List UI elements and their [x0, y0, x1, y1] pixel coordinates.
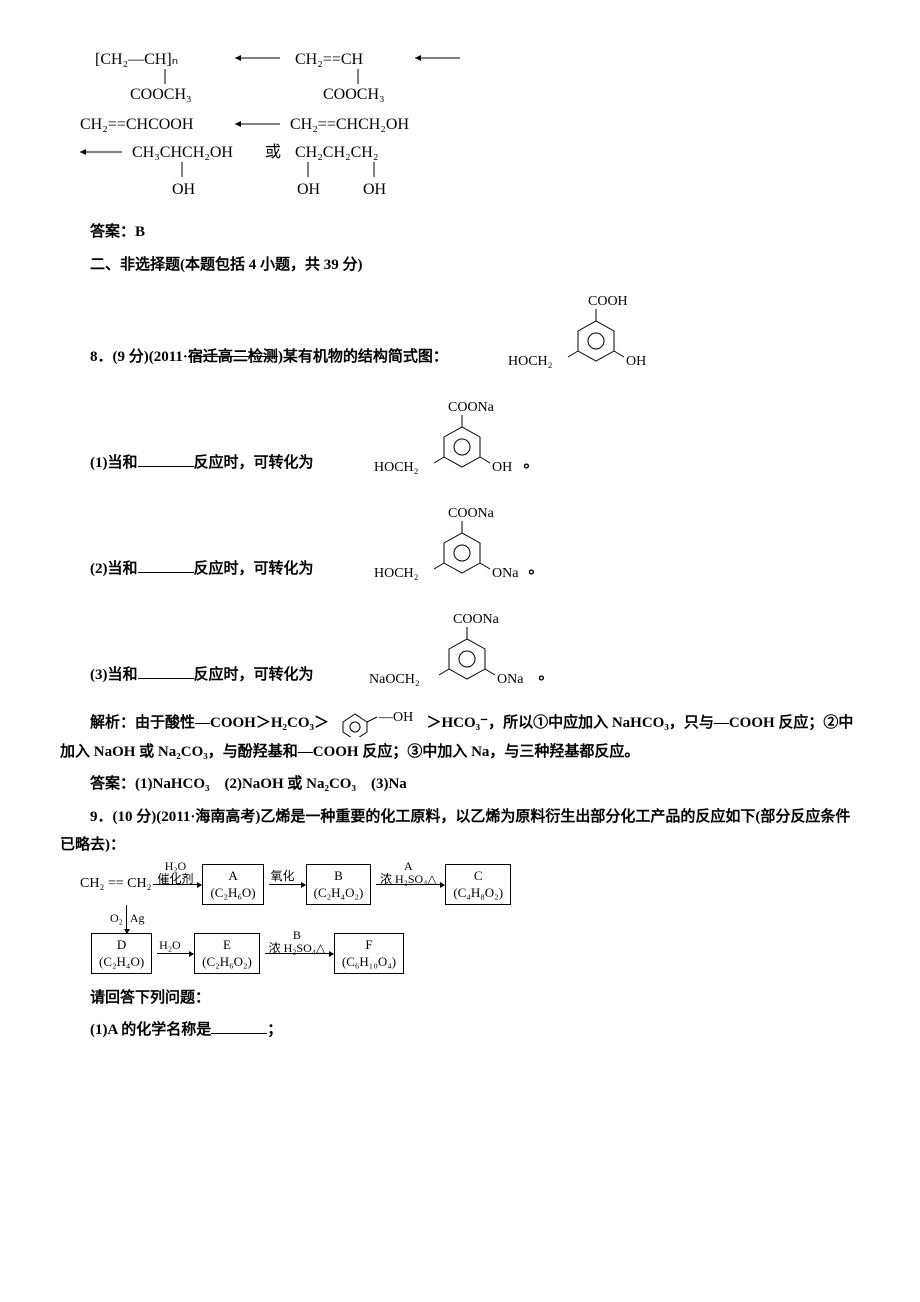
q9-please: 请回答下列问题： — [60, 984, 860, 1013]
answer-7: 答案：B — [60, 218, 860, 247]
svg-text:COOCH₃: COOCH₃ — [130, 86, 192, 103]
q8-compound-0: COOH HOCH₂ OH — [448, 283, 658, 383]
svg-text:HOCH₂: HOCH₂ — [374, 566, 419, 581]
svg-text:—OH: —OH — [378, 710, 413, 725]
svg-text:OH: OH — [297, 181, 321, 198]
svg-text:COOCH₃: COOCH₃ — [323, 86, 385, 103]
q8-compound-3: COONa NaOCH₂ ONa — [314, 601, 539, 701]
q8-part1: (1)当和反应时，可转化为 COONa HOCH₂ OH 。 — [60, 389, 860, 489]
q9-stem: 9．(10 分)(2011·海南高考)乙烯是一种重要的化工原料，以乙烯为原料衍生… — [60, 803, 860, 860]
q9-flowchart: CH₂ == CH₂ H₂O催化剂 A(C₂H₆O) 氧化 B(C₂H₄O₂) … — [60, 864, 860, 974]
q8-prefix: 8．(9 分)(2011· — [90, 349, 188, 365]
q8-compound-1: COONa HOCH₂ OH — [314, 389, 524, 489]
svg-text:COONa: COONa — [448, 400, 495, 415]
phenol-ring-icon: —OH — [333, 707, 423, 737]
q8-blank-2[interactable] — [138, 557, 194, 573]
q8-stem: 8．(9 分)(2011·宿迁高二检测)某有机物的结构简式图： COOH HOC… — [60, 283, 860, 383]
retro-diagram: [CH₂—CH]ₙ COOCH₃ CH₂==CH COOCH₃ CH₂==CHC… — [60, 44, 860, 214]
svg-text:ONa: ONa — [497, 672, 524, 687]
q8-part2: (2)当和反应时，可转化为 COONa HOCH₂ ONa 。 — [60, 495, 860, 595]
svg-text:HOCH₂: HOCH₂ — [374, 460, 419, 475]
section-2-title: 二、非选择题(本题包括 4 小题，共 39 分) — [60, 251, 860, 280]
svg-text:CH₂==CH: CH₂==CH — [295, 51, 364, 68]
svg-text:OH: OH — [492, 460, 512, 475]
q9-part1: (1)A 的化学名称是； — [60, 1016, 860, 1045]
q8-blank-3[interactable] — [138, 663, 194, 679]
retro-svg: [CH₂—CH]ₙ COOCH₃ CH₂==CH COOCH₃ CH₂==CHC… — [80, 44, 500, 214]
svg-text:COONa: COONa — [448, 506, 495, 521]
svg-text:或: 或 — [265, 143, 281, 161]
svg-text:COONa: COONa — [453, 612, 500, 627]
svg-text:CH₂==CHCH₂OH: CH₂==CHCH₂OH — [290, 116, 409, 133]
q8-answer: 答案：(1)NaHCO₃ (2)NaOH 或 Na₂CO₃ (3)Na — [60, 770, 860, 799]
svg-text:[CH₂—CH]ₙ: [CH₂—CH]ₙ — [95, 51, 178, 68]
svg-text:OH: OH — [626, 354, 646, 369]
q8-suffix: )某有机物的结构简式图： — [278, 349, 448, 365]
svg-text:HOCH₂: HOCH₂ — [508, 354, 553, 369]
q8-blank-1[interactable] — [138, 451, 194, 467]
svg-text:ONa: ONa — [492, 566, 519, 581]
q8-part3: (3)当和反应时，可转化为 COONa NaOCH₂ ONa 。 — [60, 601, 860, 701]
q8-analysis: 解析：由于酸性—COOH＞H₂CO₃＞ —OH ＞HCO₃⁻，所以①中应加入 N… — [60, 707, 860, 766]
q8-strike: 宿迁高二检测 — [188, 349, 278, 365]
q9-blank-1[interactable] — [211, 1018, 267, 1034]
svg-text:NaOCH₂: NaOCH₂ — [369, 672, 420, 687]
svg-text:CH₂==CHCOOH: CH₂==CHCOOH — [80, 116, 194, 133]
svg-text:OH: OH — [172, 181, 196, 198]
svg-text:CH₃CHCH₂OH: CH₃CHCH₂OH — [132, 144, 233, 161]
svg-text:OH: OH — [363, 181, 387, 198]
svg-text:CH₂CH₂CH₂: CH₂CH₂CH₂ — [295, 144, 378, 161]
q8-compound-2: COONa HOCH₂ ONa — [314, 495, 529, 595]
svg-text:COOH: COOH — [588, 294, 628, 309]
